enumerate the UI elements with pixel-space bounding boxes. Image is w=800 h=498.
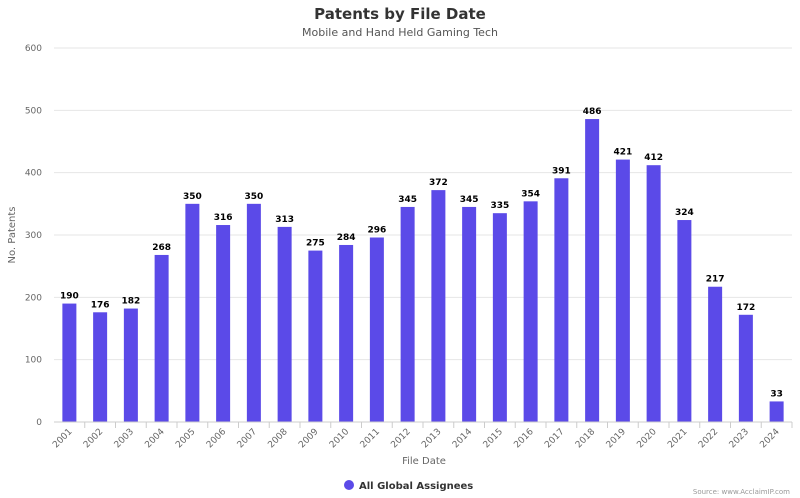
x-tick-label: 2021 [666, 427, 689, 450]
bar[interactable] [708, 287, 722, 422]
x-tick-label: 2010 [328, 427, 351, 450]
bar[interactable] [739, 315, 753, 422]
x-axis-ticks: 2001 2002 2003 2004 2005 2006 2007 2008 2009 2010… [51, 422, 792, 450]
legend[interactable]: All Global Assignees [344, 480, 473, 492]
data-label: 316 [214, 213, 233, 223]
y-axis-ticks: 0 100 200 300 400 500 600 [25, 44, 42, 428]
bar[interactable] [616, 160, 630, 422]
bar[interactable] [278, 227, 292, 422]
bar[interactable] [93, 312, 107, 422]
x-tick-label: 2014 [451, 427, 474, 450]
data-label: 324 [675, 208, 694, 218]
x-tick-label: 2020 [635, 427, 658, 450]
bar[interactable] [155, 255, 169, 422]
data-label: 350 [183, 192, 202, 202]
x-tick-label: 2008 [266, 427, 289, 450]
bar[interactable] [124, 309, 138, 422]
x-tick-label: 2012 [389, 427, 412, 450]
data-label: 345 [460, 195, 479, 205]
bar[interactable] [185, 204, 199, 422]
data-label: 182 [121, 297, 140, 307]
chart-title: Patents by File Date [314, 5, 486, 23]
x-tick-label: 2005 [174, 427, 197, 450]
bar[interactable] [585, 119, 599, 422]
bar[interactable] [247, 204, 261, 422]
bar[interactable] [216, 225, 230, 422]
chart-subtitle: Mobile and Hand Held Gaming Tech [302, 26, 498, 39]
data-label: 275 [306, 239, 325, 249]
x-tick-label: 2017 [543, 427, 566, 450]
bar[interactable] [62, 304, 76, 422]
data-label: 345 [398, 195, 417, 205]
x-tick-label: 2007 [236, 427, 259, 450]
y-tick-label: 300 [25, 231, 42, 241]
y-tick-label: 100 [25, 356, 42, 366]
bar[interactable] [401, 207, 415, 422]
data-label: 350 [244, 192, 263, 202]
x-tick-label: 2004 [143, 427, 166, 450]
data-label: 190 [60, 292, 79, 302]
x-tick-label: 2003 [113, 427, 136, 450]
x-tick-label: 2002 [82, 427, 105, 450]
data-label: 176 [91, 300, 110, 310]
x-tick-label: 2006 [205, 427, 228, 450]
bar[interactable] [554, 178, 568, 422]
data-label: 486 [583, 107, 602, 117]
data-label: 33 [770, 389, 783, 399]
data-label: 284 [337, 233, 356, 243]
bar[interactable] [524, 201, 538, 422]
bar[interactable] [677, 220, 691, 422]
data-label: 412 [644, 153, 663, 163]
data-label: 335 [490, 201, 509, 211]
y-tick-label: 500 [25, 106, 42, 116]
source-credit: Source: www.AcclaimIP.com [693, 488, 790, 496]
bar[interactable] [431, 190, 445, 422]
data-label: 391 [552, 166, 571, 176]
data-label: 354 [521, 189, 540, 199]
x-tick-label: 2009 [297, 427, 320, 450]
bar[interactable] [339, 245, 353, 422]
data-label: 268 [152, 243, 171, 253]
y-tick-label: 400 [25, 169, 42, 179]
x-axis-label: File Date [402, 456, 446, 467]
data-label: 217 [706, 275, 725, 285]
data-label: 296 [367, 225, 386, 235]
y-tick-label: 0 [36, 418, 42, 428]
bar[interactable] [308, 251, 322, 422]
bar[interactable] [770, 401, 784, 422]
x-tick-label: 2018 [574, 427, 597, 450]
bar[interactable] [370, 237, 384, 422]
y-tick-label: 600 [25, 44, 42, 54]
x-tick-label: 2001 [51, 427, 74, 450]
bar[interactable] [493, 213, 507, 422]
bar-series [62, 119, 783, 422]
x-tick-label: 2013 [420, 427, 443, 450]
legend-label: All Global Assignees [359, 481, 473, 492]
x-tick-label: 2023 [728, 427, 751, 450]
data-label: 172 [736, 303, 755, 313]
x-tick-label: 2024 [758, 427, 781, 450]
y-axis-label: No. Patents [7, 206, 18, 263]
data-label: 421 [613, 148, 632, 158]
data-label: 372 [429, 178, 448, 188]
bar[interactable] [462, 207, 476, 422]
x-tick-label: 2011 [359, 427, 382, 450]
legend-swatch [344, 480, 354, 490]
x-tick-label: 2015 [482, 427, 505, 450]
bar[interactable] [647, 165, 661, 422]
y-tick-label: 200 [25, 293, 42, 303]
data-label: 313 [275, 215, 294, 225]
x-tick-label: 2016 [512, 427, 535, 450]
x-tick-label: 2022 [697, 427, 720, 450]
x-tick-label: 2019 [605, 427, 628, 450]
